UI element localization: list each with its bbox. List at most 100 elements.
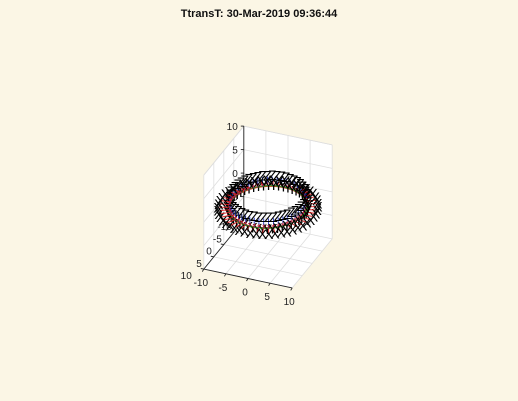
frame-label-z: Z [225, 186, 234, 202]
frame-axis-x [302, 193, 312, 198]
x-tick-mark [201, 268, 205, 272]
frame-label-z: Z [228, 181, 237, 197]
frame-label-z: Z [296, 176, 305, 192]
frame-label-x: X [288, 222, 298, 238]
frame-label-x: X [293, 220, 303, 236]
trajectory-marker: * [251, 183, 255, 193]
frame-label-z: Z [249, 169, 258, 185]
frame-axis-y [286, 187, 295, 191]
frame-axis-x [230, 221, 239, 226]
frame-label-x: X [302, 215, 312, 231]
frame-label-x: X [287, 174, 297, 190]
frame-axis-y [273, 225, 283, 229]
frame-label-y: Y [303, 194, 313, 210]
frame-label-x: X [240, 224, 250, 240]
x-tick-label: -5 [218, 283, 227, 294]
trajectory-marker: * [237, 217, 241, 227]
frame-label-x: X [298, 217, 308, 233]
frame-label-z: Z [231, 201, 240, 217]
frame-label-x: X [239, 176, 249, 192]
frame-axis-x [249, 183, 254, 189]
trajectory-marker: * [230, 210, 234, 220]
frame-axis-x [297, 188, 306, 193]
frame-label-x: X [213, 199, 223, 215]
trajectory-marker: * [240, 218, 244, 228]
frame-axis-x [305, 199, 316, 203]
frame-axis-x [294, 220, 302, 226]
frame-label-z: Z [300, 180, 309, 196]
frame-axis-y [277, 185, 287, 188]
trajectory-marker: * [227, 202, 231, 212]
frame-label-x: X [313, 202, 323, 218]
frame-axis-x [219, 209, 230, 212]
z-tick-label: 5 [232, 146, 238, 157]
frame-label-x: X [269, 172, 279, 188]
frame-label-y: Y [304, 199, 314, 215]
y-tick-label: 0 [206, 247, 212, 258]
frame-label-x: X [214, 196, 224, 212]
frame-label-z: Z [240, 172, 249, 188]
frame-axis-y [230, 196, 235, 203]
frame-axis-x [291, 222, 298, 228]
x-tick-label: 10 [284, 297, 296, 308]
frame-label-z: Z [302, 183, 311, 199]
frame-label-z: Z [299, 196, 308, 212]
frame-axis-x [221, 214, 232, 218]
trajectory-marker: * [243, 186, 247, 196]
frame-axis-x [227, 219, 236, 224]
trajectory-marker: * [261, 181, 265, 191]
y-tick-label: 5 [196, 259, 202, 270]
trajectory-marker: * [305, 199, 309, 209]
trajectory-marker: * [299, 212, 303, 222]
x-tick-label: -10 [194, 278, 209, 289]
frame-label-y: Y [223, 199, 233, 215]
frame-label-y: Y [279, 178, 289, 194]
trajectory-marker: * [247, 184, 251, 194]
grid-line [203, 125, 245, 176]
frame-label-y: Y [287, 216, 297, 232]
frame-label-z: Z [291, 202, 300, 218]
frame-axis-x [285, 182, 292, 189]
frame-label-x: X [230, 220, 240, 236]
frame-label-y: Y [268, 221, 278, 237]
frame-axis-x [306, 208, 316, 211]
frame-axis-y [283, 222, 292, 227]
frame-label-x: X [313, 199, 323, 215]
frame-label-x: X [246, 225, 256, 241]
frame-label-x: X [258, 226, 268, 242]
frame-axis-x [220, 211, 231, 215]
frame-label-y: Y [224, 196, 234, 212]
frame-label-z: Z [259, 209, 268, 225]
grid-line [213, 256, 303, 277]
frame-label-x: X [222, 215, 232, 231]
frame-label-z: Z [268, 167, 277, 183]
frame-label-z: Z [227, 196, 236, 212]
frame-axis-y [232, 194, 237, 200]
frame-label-y: Y [295, 184, 305, 200]
frame-label-x: X [252, 226, 262, 242]
frame-axis-x [243, 184, 250, 190]
frame-axis-x [223, 197, 233, 200]
frame-label-x: X [276, 225, 286, 241]
frame-label-z: Z [250, 208, 259, 224]
frame-label-y: Y [227, 191, 237, 207]
frame-axis-y [228, 212, 234, 218]
frame-label-x: X [281, 173, 291, 189]
trajectory-marker: * [233, 192, 237, 202]
frame-label-z: Z [273, 168, 282, 184]
frame-axis-y [229, 214, 236, 220]
frame-axis-x [221, 200, 231, 203]
frame-axis-x [224, 216, 234, 221]
frame-label-y: Y [264, 177, 274, 193]
frame-label-x: X [250, 173, 260, 189]
frame-label-y: Y [274, 178, 284, 194]
frame-label-y: Y [244, 180, 254, 196]
grid-line [223, 244, 313, 264]
frame-label-z: Z [283, 206, 292, 222]
frame-axis-y [304, 209, 307, 215]
frame-label-y: Y [303, 202, 313, 218]
frame-label-y: Y [259, 177, 269, 193]
trajectory-marker: * [303, 207, 307, 217]
frame-label-x: X [305, 183, 315, 199]
